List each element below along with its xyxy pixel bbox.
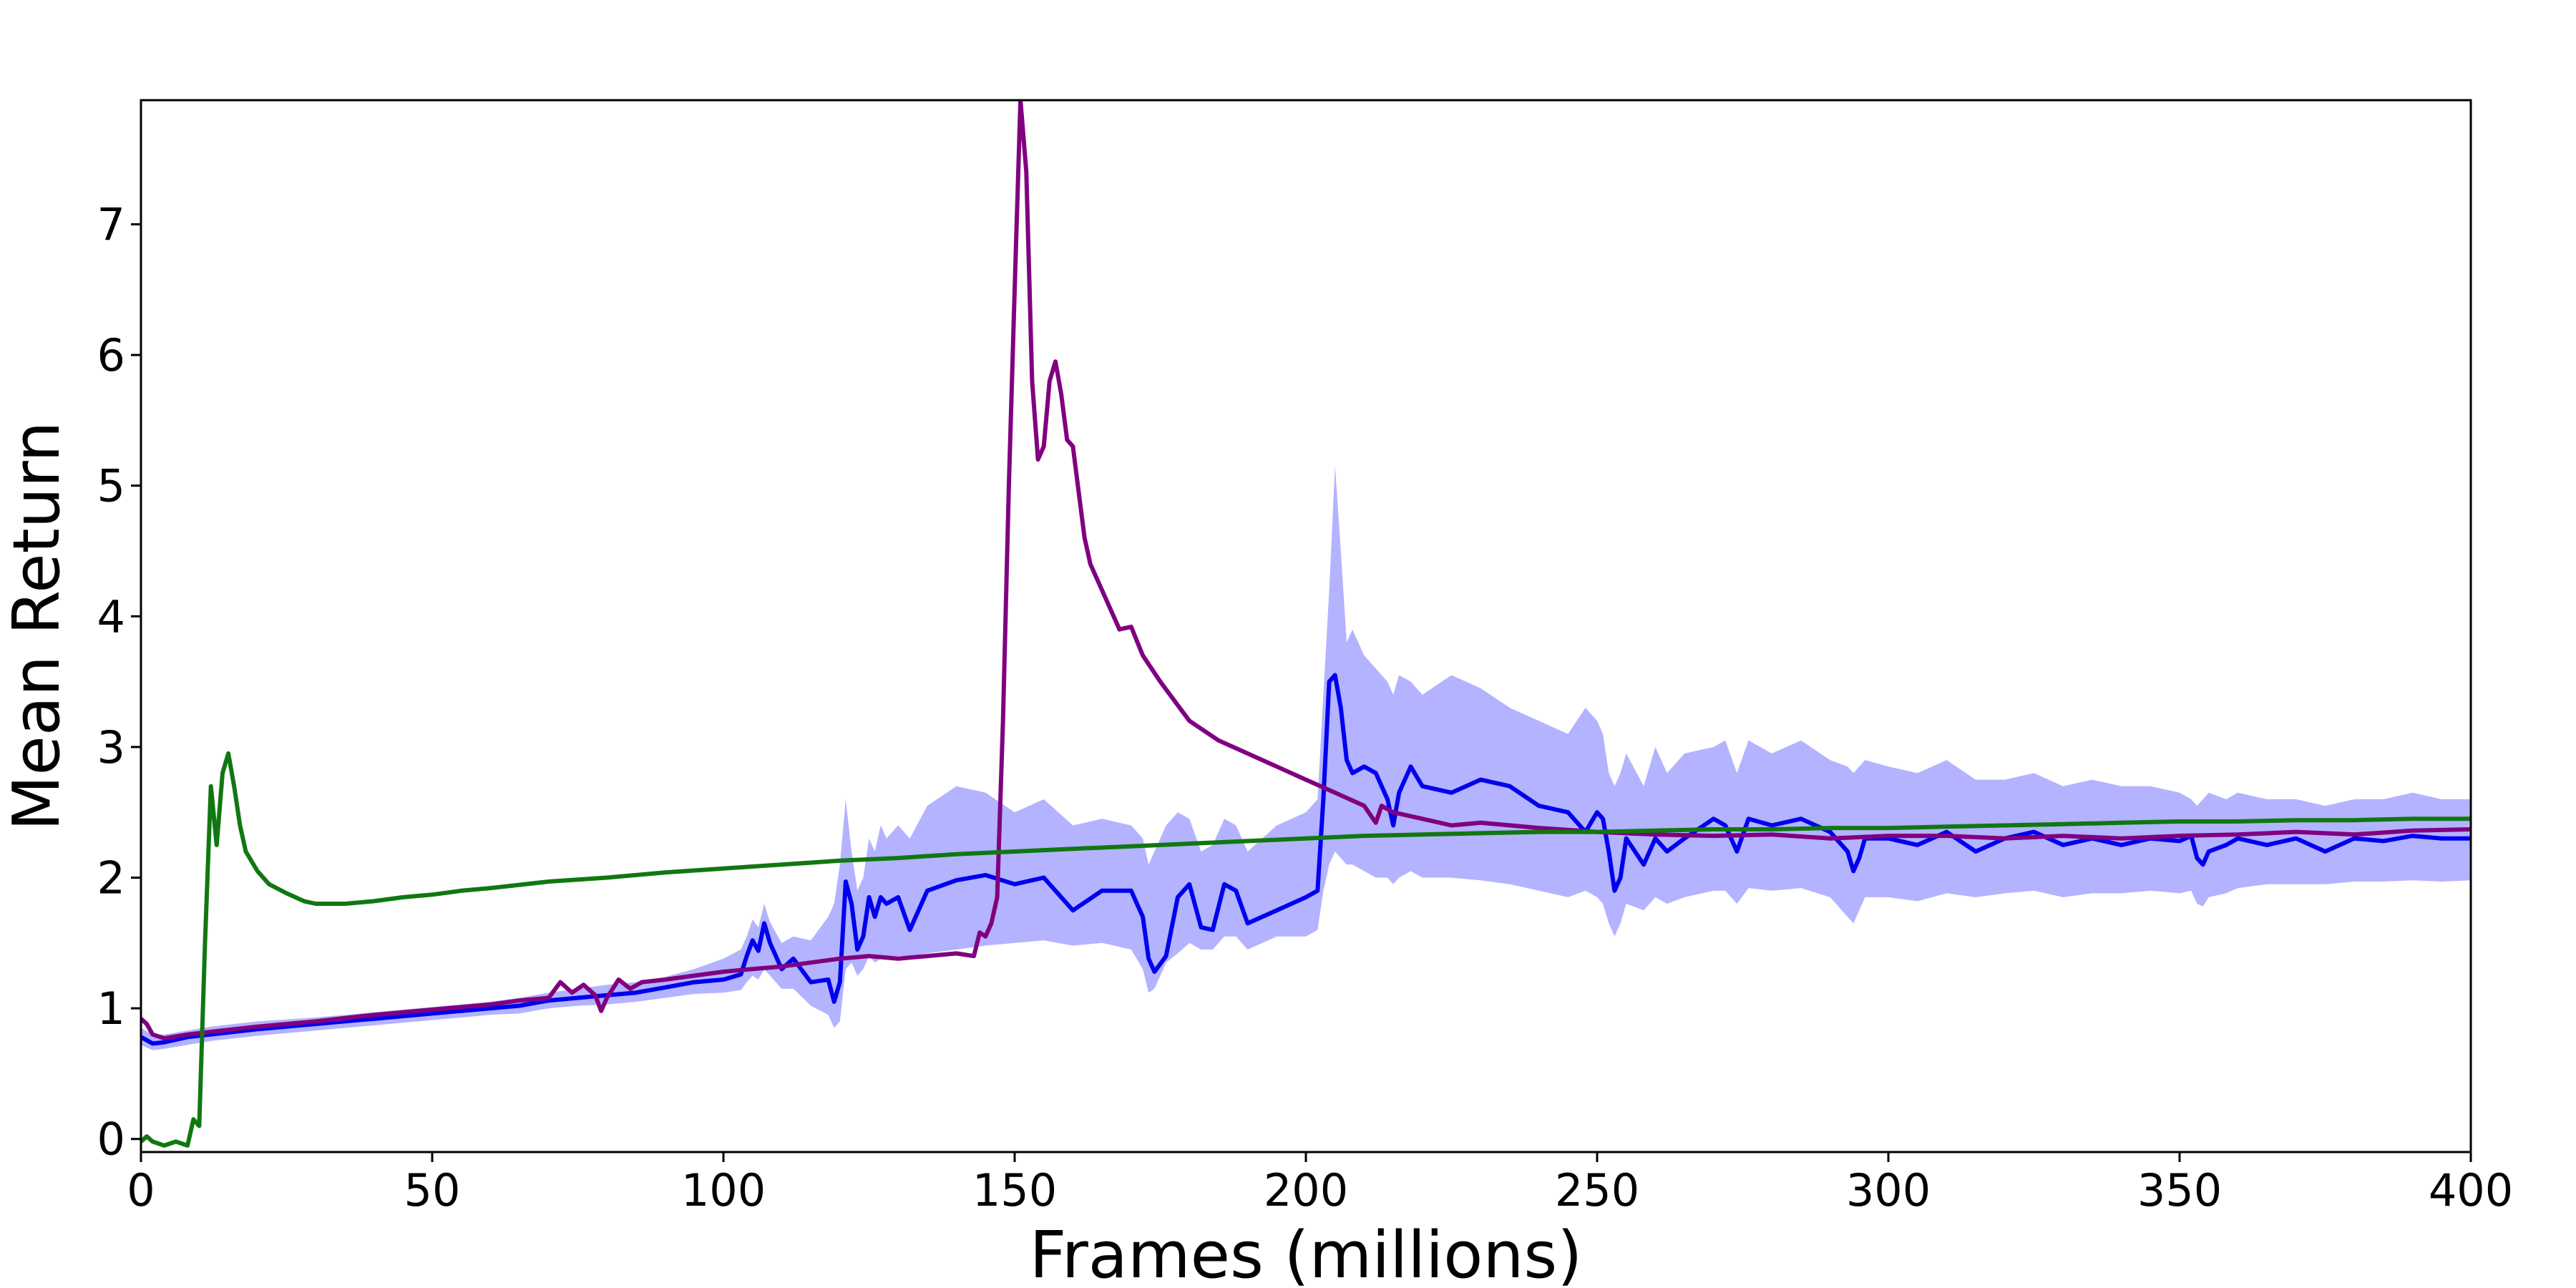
y-tick-label: 7	[97, 198, 125, 250]
y-tick-label: 1	[97, 982, 125, 1035]
x-axis-title: Frames (millions)	[1030, 1218, 1583, 1288]
y-axis-title: Mean Return	[0, 421, 74, 831]
y-tick-label: 0	[97, 1113, 125, 1166]
band-layer	[141, 466, 2471, 1050]
series-3-line	[141, 751, 2471, 1148]
x-tick-label: 50	[404, 1164, 461, 1216]
x-tick-label: 400	[2429, 1164, 2513, 1216]
series-1-line	[141, 673, 2471, 1046]
x-tick-label: 100	[681, 1164, 766, 1216]
plot-frame	[140, 99, 2472, 1153]
y-tick-label: 4	[97, 590, 125, 643]
x-tick-label: 200	[1264, 1164, 1348, 1216]
series-1-confidence-band	[141, 466, 2471, 1050]
y-tick-label: 2	[97, 852, 125, 904]
x-tick-label: 250	[1555, 1164, 1639, 1216]
x-axis: 0 50 100 150 200 250 300 350 400	[127, 1152, 2513, 1216]
y-tick-label: 3	[97, 721, 125, 774]
y-tick-label: 6	[97, 329, 125, 381]
line-layer	[141, 100, 2471, 1148]
x-tick-label: 0	[127, 1164, 155, 1216]
x-tick-label: 300	[1846, 1164, 1931, 1216]
x-tick-label: 150	[972, 1164, 1057, 1216]
y-axis: 0 1 2 3 4 5 6 7	[97, 198, 141, 1166]
x-tick-label: 350	[2137, 1164, 2222, 1216]
y-tick-label: 5	[97, 460, 125, 512]
